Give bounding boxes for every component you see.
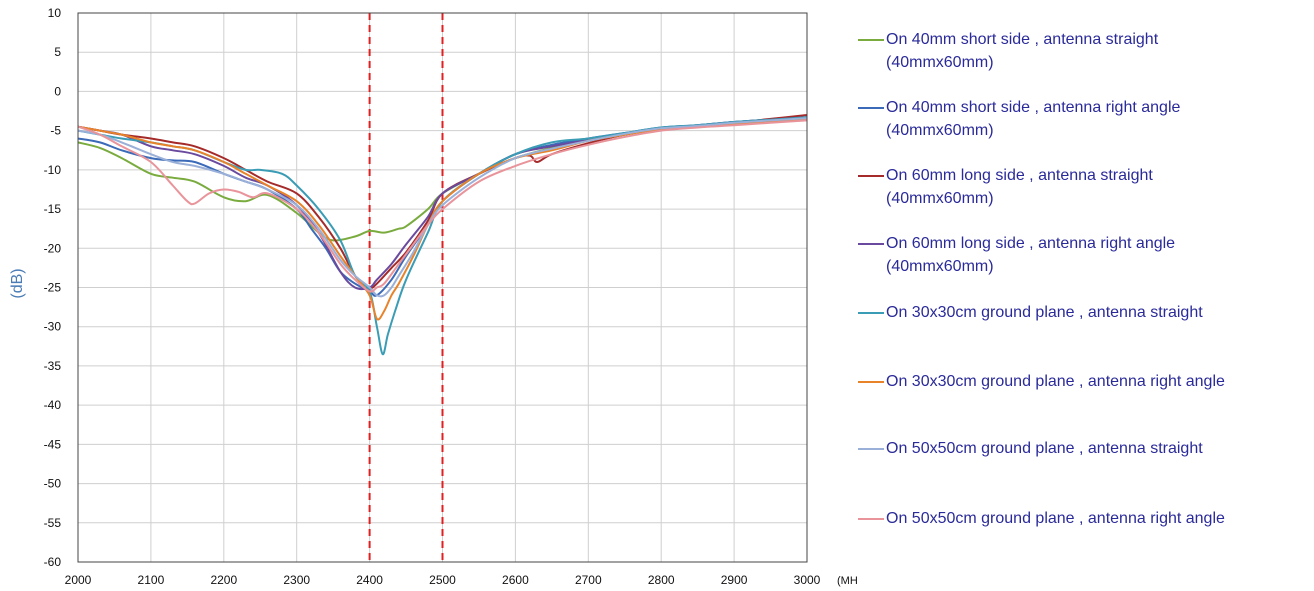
x-tick-label: 2200 xyxy=(210,573,237,587)
y-tick-label: -55 xyxy=(44,516,62,530)
legend-label: On 40mm short side , antenna right angle… xyxy=(886,99,1181,139)
y-tick-label: -30 xyxy=(44,320,62,334)
series-line-7 xyxy=(77,117,808,298)
legend-item-3: On 60mm long side , antenna straight (40… xyxy=(858,164,1153,210)
x-tick-label: 2900 xyxy=(721,573,748,587)
series-line-8 xyxy=(77,119,808,293)
legend-label: On 30x30cm ground plane , antenna straig… xyxy=(886,304,1203,321)
legend-swatch xyxy=(858,39,884,41)
x-tick-label: 2600 xyxy=(502,573,529,587)
legend-label: On 30x30cm ground plane , antenna right … xyxy=(886,373,1225,390)
x-tick-label: 2000 xyxy=(65,573,92,587)
legend-item-1: On 40mm short side , antenna straight (4… xyxy=(858,28,1158,74)
legend-swatch xyxy=(858,518,884,520)
x-tick-labels: 2000 2100 2200 2300 2400 2500 2600 2700 2800 2900… xyxy=(65,573,821,587)
legend-item-7: On 50x50cm ground plane , antenna straig… xyxy=(858,437,1203,460)
y-tick-label: -10 xyxy=(44,163,62,177)
legend-item-8: On 50x50cm ground plane , antenna right … xyxy=(858,507,1225,530)
plot-frame xyxy=(77,12,808,563)
y-tick-label: -25 xyxy=(44,281,62,295)
y-tick-label: 10 xyxy=(48,6,62,20)
grid-lines xyxy=(77,12,808,563)
x-tick-label: 2800 xyxy=(648,573,675,587)
y-tick-label: 0 xyxy=(54,84,61,98)
y-tick-label: -45 xyxy=(44,437,62,451)
y-tick-labels: 10 5 0 -5 -10 -15 -20 -25 -30 -35 -40 -45 -50 -55 -60 xyxy=(44,6,62,569)
series-lines xyxy=(77,114,808,356)
legend: On 40mm short side , antenna straight (4… xyxy=(858,0,1314,591)
y-tick-label: -20 xyxy=(44,241,62,255)
x-tick-label: 2100 xyxy=(138,573,165,587)
y-axis-label: (dB) xyxy=(9,268,26,298)
legend-swatch xyxy=(858,312,884,314)
x-tick-label: 2400 xyxy=(356,573,383,587)
legend-label: On 60mm long side , antenna straight (40… xyxy=(886,167,1153,207)
y-tick-label: -15 xyxy=(44,202,62,216)
x-tick-label: 2700 xyxy=(575,573,602,587)
x-tick-label: 2300 xyxy=(283,573,310,587)
legend-swatch xyxy=(858,448,884,450)
x-axis-label: (MHz) xyxy=(837,575,858,587)
legend-swatch xyxy=(858,175,884,177)
legend-item-5: On 30x30cm ground plane , antenna straig… xyxy=(858,301,1203,324)
y-tick-label: -35 xyxy=(44,359,62,373)
legend-label: On 50x50cm ground plane , antenna right … xyxy=(886,510,1225,527)
legend-label: On 40mm short side , antenna straight (4… xyxy=(886,31,1159,71)
legend-label: On 60mm long side , antenna right angle … xyxy=(886,235,1176,275)
y-tick-label: -40 xyxy=(44,398,62,412)
x-tick-label: 2500 xyxy=(429,573,456,587)
legend-item-2: On 40mm short side , antenna right angle… xyxy=(858,96,1180,142)
legend-item-4: On 60mm long side , antenna right angle … xyxy=(858,232,1175,278)
y-tick-label: -5 xyxy=(50,124,61,138)
y-tick-label: -60 xyxy=(44,555,62,569)
y-tick-label: 5 xyxy=(54,45,61,59)
legend-swatch xyxy=(858,107,884,109)
legend-swatch xyxy=(858,381,884,383)
legend-swatch xyxy=(858,243,884,245)
y-tick-label: -50 xyxy=(44,477,62,491)
legend-label: On 50x50cm ground plane , antenna straig… xyxy=(886,440,1203,457)
legend-item-6: On 30x30cm ground plane , antenna right … xyxy=(858,370,1225,393)
chart-svg: 2000 2100 2200 2300 2400 2500 2600 2700 2800 2900… xyxy=(9,6,858,587)
reference-lines xyxy=(368,13,444,562)
x-tick-label: 3000 xyxy=(794,573,821,587)
